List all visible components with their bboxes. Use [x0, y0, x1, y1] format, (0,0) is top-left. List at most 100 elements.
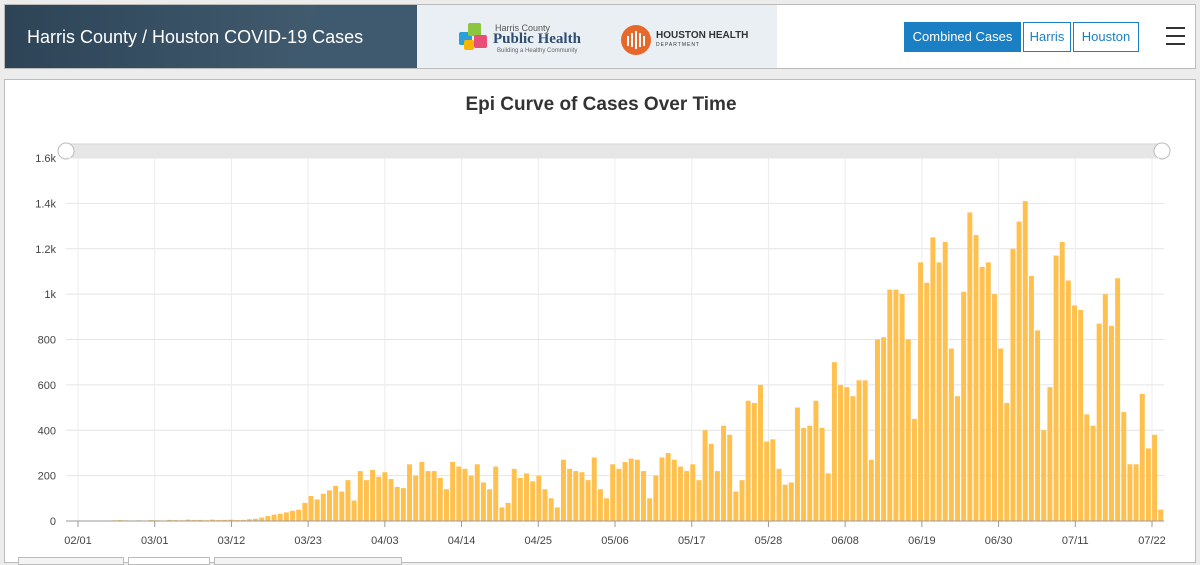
case-bar[interactable]: [265, 516, 270, 521]
case-bar[interactable]: [838, 385, 843, 521]
case-bar[interactable]: [1029, 276, 1034, 521]
case-bar[interactable]: [1134, 464, 1139, 521]
case-bar[interactable]: [832, 362, 837, 521]
case-bar[interactable]: [524, 473, 529, 521]
case-bar[interactable]: [1041, 430, 1046, 521]
case-bar[interactable]: [770, 439, 775, 521]
case-bar[interactable]: [703, 430, 708, 521]
case-bar[interactable]: [370, 470, 375, 521]
case-bar[interactable]: [610, 464, 615, 521]
case-bar[interactable]: [1078, 310, 1083, 521]
case-bar[interactable]: [998, 349, 1003, 521]
case-bar[interactable]: [579, 472, 584, 521]
case-bar[interactable]: [278, 514, 283, 521]
case-bar[interactable]: [709, 444, 714, 521]
case-bar[interactable]: [327, 490, 332, 521]
case-bar[interactable]: [807, 426, 812, 521]
case-bar[interactable]: [721, 426, 726, 521]
case-bar[interactable]: [949, 349, 954, 521]
case-bar[interactable]: [561, 460, 566, 521]
case-bar[interactable]: [290, 511, 295, 521]
case-bar[interactable]: [1158, 510, 1163, 521]
case-bar[interactable]: [432, 471, 437, 521]
case-bar[interactable]: [857, 380, 862, 521]
case-bar[interactable]: [653, 476, 658, 521]
bottom-tab-1[interactable]: [18, 557, 124, 565]
case-bar[interactable]: [869, 460, 874, 521]
case-bar[interactable]: [795, 408, 800, 521]
case-bar[interactable]: [629, 459, 634, 521]
case-bar[interactable]: [481, 482, 486, 521]
case-bar[interactable]: [672, 460, 677, 521]
range-slider-right-handle[interactable]: [1154, 143, 1170, 159]
case-bar[interactable]: [635, 460, 640, 521]
case-bar[interactable]: [986, 262, 991, 521]
case-bar[interactable]: [1054, 256, 1059, 521]
case-bar[interactable]: [690, 464, 695, 521]
case-bar[interactable]: [456, 467, 461, 521]
case-bar[interactable]: [752, 403, 757, 521]
case-bar[interactable]: [530, 481, 535, 521]
case-bar[interactable]: [1115, 278, 1120, 521]
case-bar[interactable]: [506, 503, 511, 521]
case-bar[interactable]: [943, 242, 948, 521]
case-bar[interactable]: [696, 480, 701, 521]
range-slider-track[interactable]: [66, 144, 1164, 158]
case-bar[interactable]: [1146, 448, 1151, 521]
case-bar[interactable]: [1103, 294, 1108, 521]
case-bar[interactable]: [1017, 222, 1022, 521]
case-bar[interactable]: [284, 512, 289, 521]
case-bar[interactable]: [924, 283, 929, 521]
case-bar[interactable]: [875, 340, 880, 522]
case-bar[interactable]: [684, 471, 689, 521]
case-bar[interactable]: [641, 471, 646, 521]
case-bar[interactable]: [764, 442, 769, 521]
case-bar[interactable]: [493, 467, 498, 521]
case-bar[interactable]: [419, 462, 424, 521]
case-bar[interactable]: [407, 464, 412, 521]
case-bar[interactable]: [826, 473, 831, 521]
case-bar[interactable]: [740, 480, 745, 521]
case-bar[interactable]: [967, 212, 972, 521]
case-bar[interactable]: [352, 501, 357, 521]
case-bar[interactable]: [906, 340, 911, 522]
case-bar[interactable]: [863, 380, 868, 521]
case-bar[interactable]: [974, 235, 979, 521]
case-bar[interactable]: [549, 498, 554, 521]
case-bar[interactable]: [1035, 330, 1040, 521]
case-bar[interactable]: [746, 401, 751, 521]
case-bar[interactable]: [401, 488, 406, 521]
case-bar[interactable]: [733, 492, 738, 521]
case-bar[interactable]: [543, 489, 548, 521]
case-bar[interactable]: [598, 489, 603, 521]
case-bar[interactable]: [1097, 324, 1102, 521]
case-bar[interactable]: [555, 507, 560, 521]
case-bar[interactable]: [992, 294, 997, 521]
case-bar[interactable]: [536, 476, 541, 521]
case-bar[interactable]: [801, 428, 806, 521]
case-bar[interactable]: [955, 396, 960, 521]
case-bar[interactable]: [912, 419, 917, 521]
case-bar[interactable]: [339, 492, 344, 521]
case-bar[interactable]: [438, 478, 443, 521]
bottom-tab-3[interactable]: [214, 557, 402, 565]
case-bar[interactable]: [647, 498, 652, 521]
case-bar[interactable]: [272, 515, 277, 521]
case-bar[interactable]: [499, 507, 504, 521]
case-bar[interactable]: [604, 498, 609, 521]
case-bar[interactable]: [450, 462, 455, 521]
case-bar[interactable]: [567, 469, 572, 521]
case-bar[interactable]: [1127, 464, 1132, 521]
case-bar[interactable]: [918, 262, 923, 521]
case-bar[interactable]: [1060, 242, 1065, 521]
case-bar[interactable]: [487, 489, 492, 521]
case-bar[interactable]: [1023, 201, 1028, 521]
case-bar[interactable]: [259, 518, 264, 521]
range-slider-left-handle[interactable]: [58, 143, 74, 159]
case-bar[interactable]: [358, 471, 363, 521]
case-bar[interactable]: [1091, 426, 1096, 521]
case-bar[interactable]: [444, 489, 449, 521]
case-bar[interactable]: [309, 496, 314, 521]
case-bar[interactable]: [333, 486, 338, 521]
case-bar[interactable]: [382, 472, 387, 521]
